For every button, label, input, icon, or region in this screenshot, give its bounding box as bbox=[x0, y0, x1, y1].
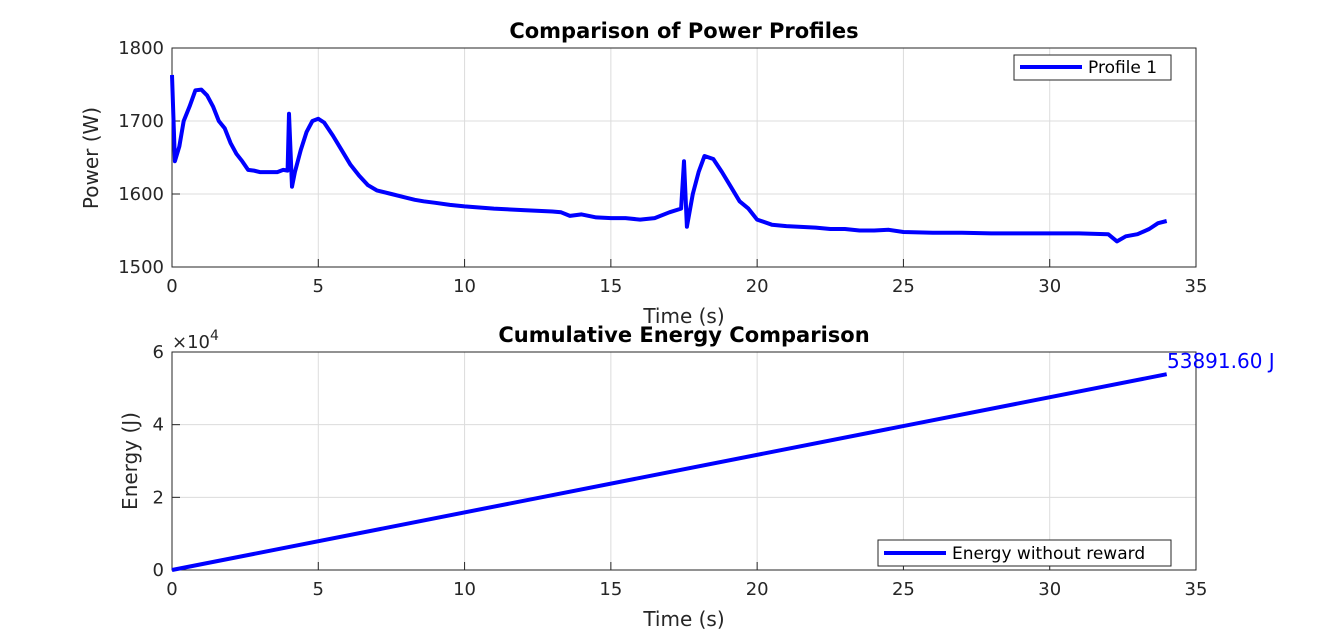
energy-x-ticks: 0 5 10 15 20 25 30 35 bbox=[166, 562, 1207, 600]
profile-1-line bbox=[170, 74, 1168, 244]
power-x-tick-label: 5 bbox=[313, 276, 324, 297]
power-legend: Profile 1 bbox=[1013, 54, 1172, 81]
energy-y-tick-label: 6 bbox=[153, 342, 164, 363]
energy-x-axis-label: Time (s) bbox=[642, 607, 724, 631]
energy-x-tick-label: 5 bbox=[313, 579, 324, 600]
power-x-axis-label: Time (s) bbox=[642, 304, 724, 328]
energy-chart-title: Cumulative Energy Comparison bbox=[498, 323, 869, 347]
power-y-tick-label: 1500 bbox=[118, 257, 164, 278]
energy-y-ticks: 0 2 4 6 bbox=[153, 342, 180, 581]
power-x-tick-label: 35 bbox=[1185, 276, 1208, 297]
energy-x-tick-label: 30 bbox=[1038, 579, 1061, 600]
energy-legend-label: Energy without reward bbox=[952, 544, 1145, 564]
energy-legend: Energy without reward bbox=[877, 539, 1172, 567]
power-y-tick-label: 1800 bbox=[118, 38, 164, 59]
power-legend-label: Profile 1 bbox=[1088, 58, 1157, 78]
power-y-tick-label: 1700 bbox=[118, 111, 164, 132]
power-x-tick-label: 25 bbox=[892, 276, 915, 297]
power-profile-plot: 0 5 10 15 20 25 30 35 1500 1600 1700 1800 Comparis… bbox=[79, 19, 1207, 328]
power-chart-title: Comparison of Power Profiles bbox=[509, 19, 858, 43]
energy-x-tick-label: 10 bbox=[453, 579, 476, 600]
energy-y-tick-label: 0 bbox=[153, 560, 164, 581]
energy-grid bbox=[171, 351, 1197, 571]
power-x-tick-label: 10 bbox=[453, 276, 476, 297]
power-x-tick-label: 20 bbox=[746, 276, 769, 297]
power-x-ticks: 0 5 10 15 20 25 30 35 bbox=[166, 259, 1207, 297]
energy-y-exponent: ×104 bbox=[172, 328, 219, 353]
power-y-axis-label: Power (W) bbox=[79, 107, 103, 209]
energy-axes-box bbox=[171, 351, 1197, 571]
power-y-tick-label: 1600 bbox=[118, 184, 164, 205]
energy-y-tick-label: 2 bbox=[153, 487, 164, 508]
energy-plot: 0 5 10 15 20 25 30 35 0 2 4 6 Cumulative Energy Co… bbox=[118, 323, 1275, 631]
energy-without-reward-line bbox=[171, 372, 1168, 572]
power-x-tick-label: 15 bbox=[599, 276, 622, 297]
energy-x-tick-label: 0 bbox=[166, 579, 177, 600]
power-axes-box bbox=[171, 47, 1197, 268]
power-x-tick-label: 30 bbox=[1038, 276, 1061, 297]
power-x-tick-label: 0 bbox=[166, 276, 177, 297]
energy-y-tick-label: 4 bbox=[153, 415, 164, 436]
energy-x-tick-label: 15 bbox=[599, 579, 622, 600]
energy-y-axis-label: Energy (J) bbox=[118, 412, 142, 510]
final-energy-annotation: 53891.60 J bbox=[1167, 349, 1275, 373]
energy-x-tick-label: 20 bbox=[746, 579, 769, 600]
power-y-ticks: 1500 1600 1700 1800 bbox=[118, 38, 180, 278]
energy-x-tick-label: 35 bbox=[1185, 579, 1208, 600]
energy-x-tick-label: 25 bbox=[892, 579, 915, 600]
